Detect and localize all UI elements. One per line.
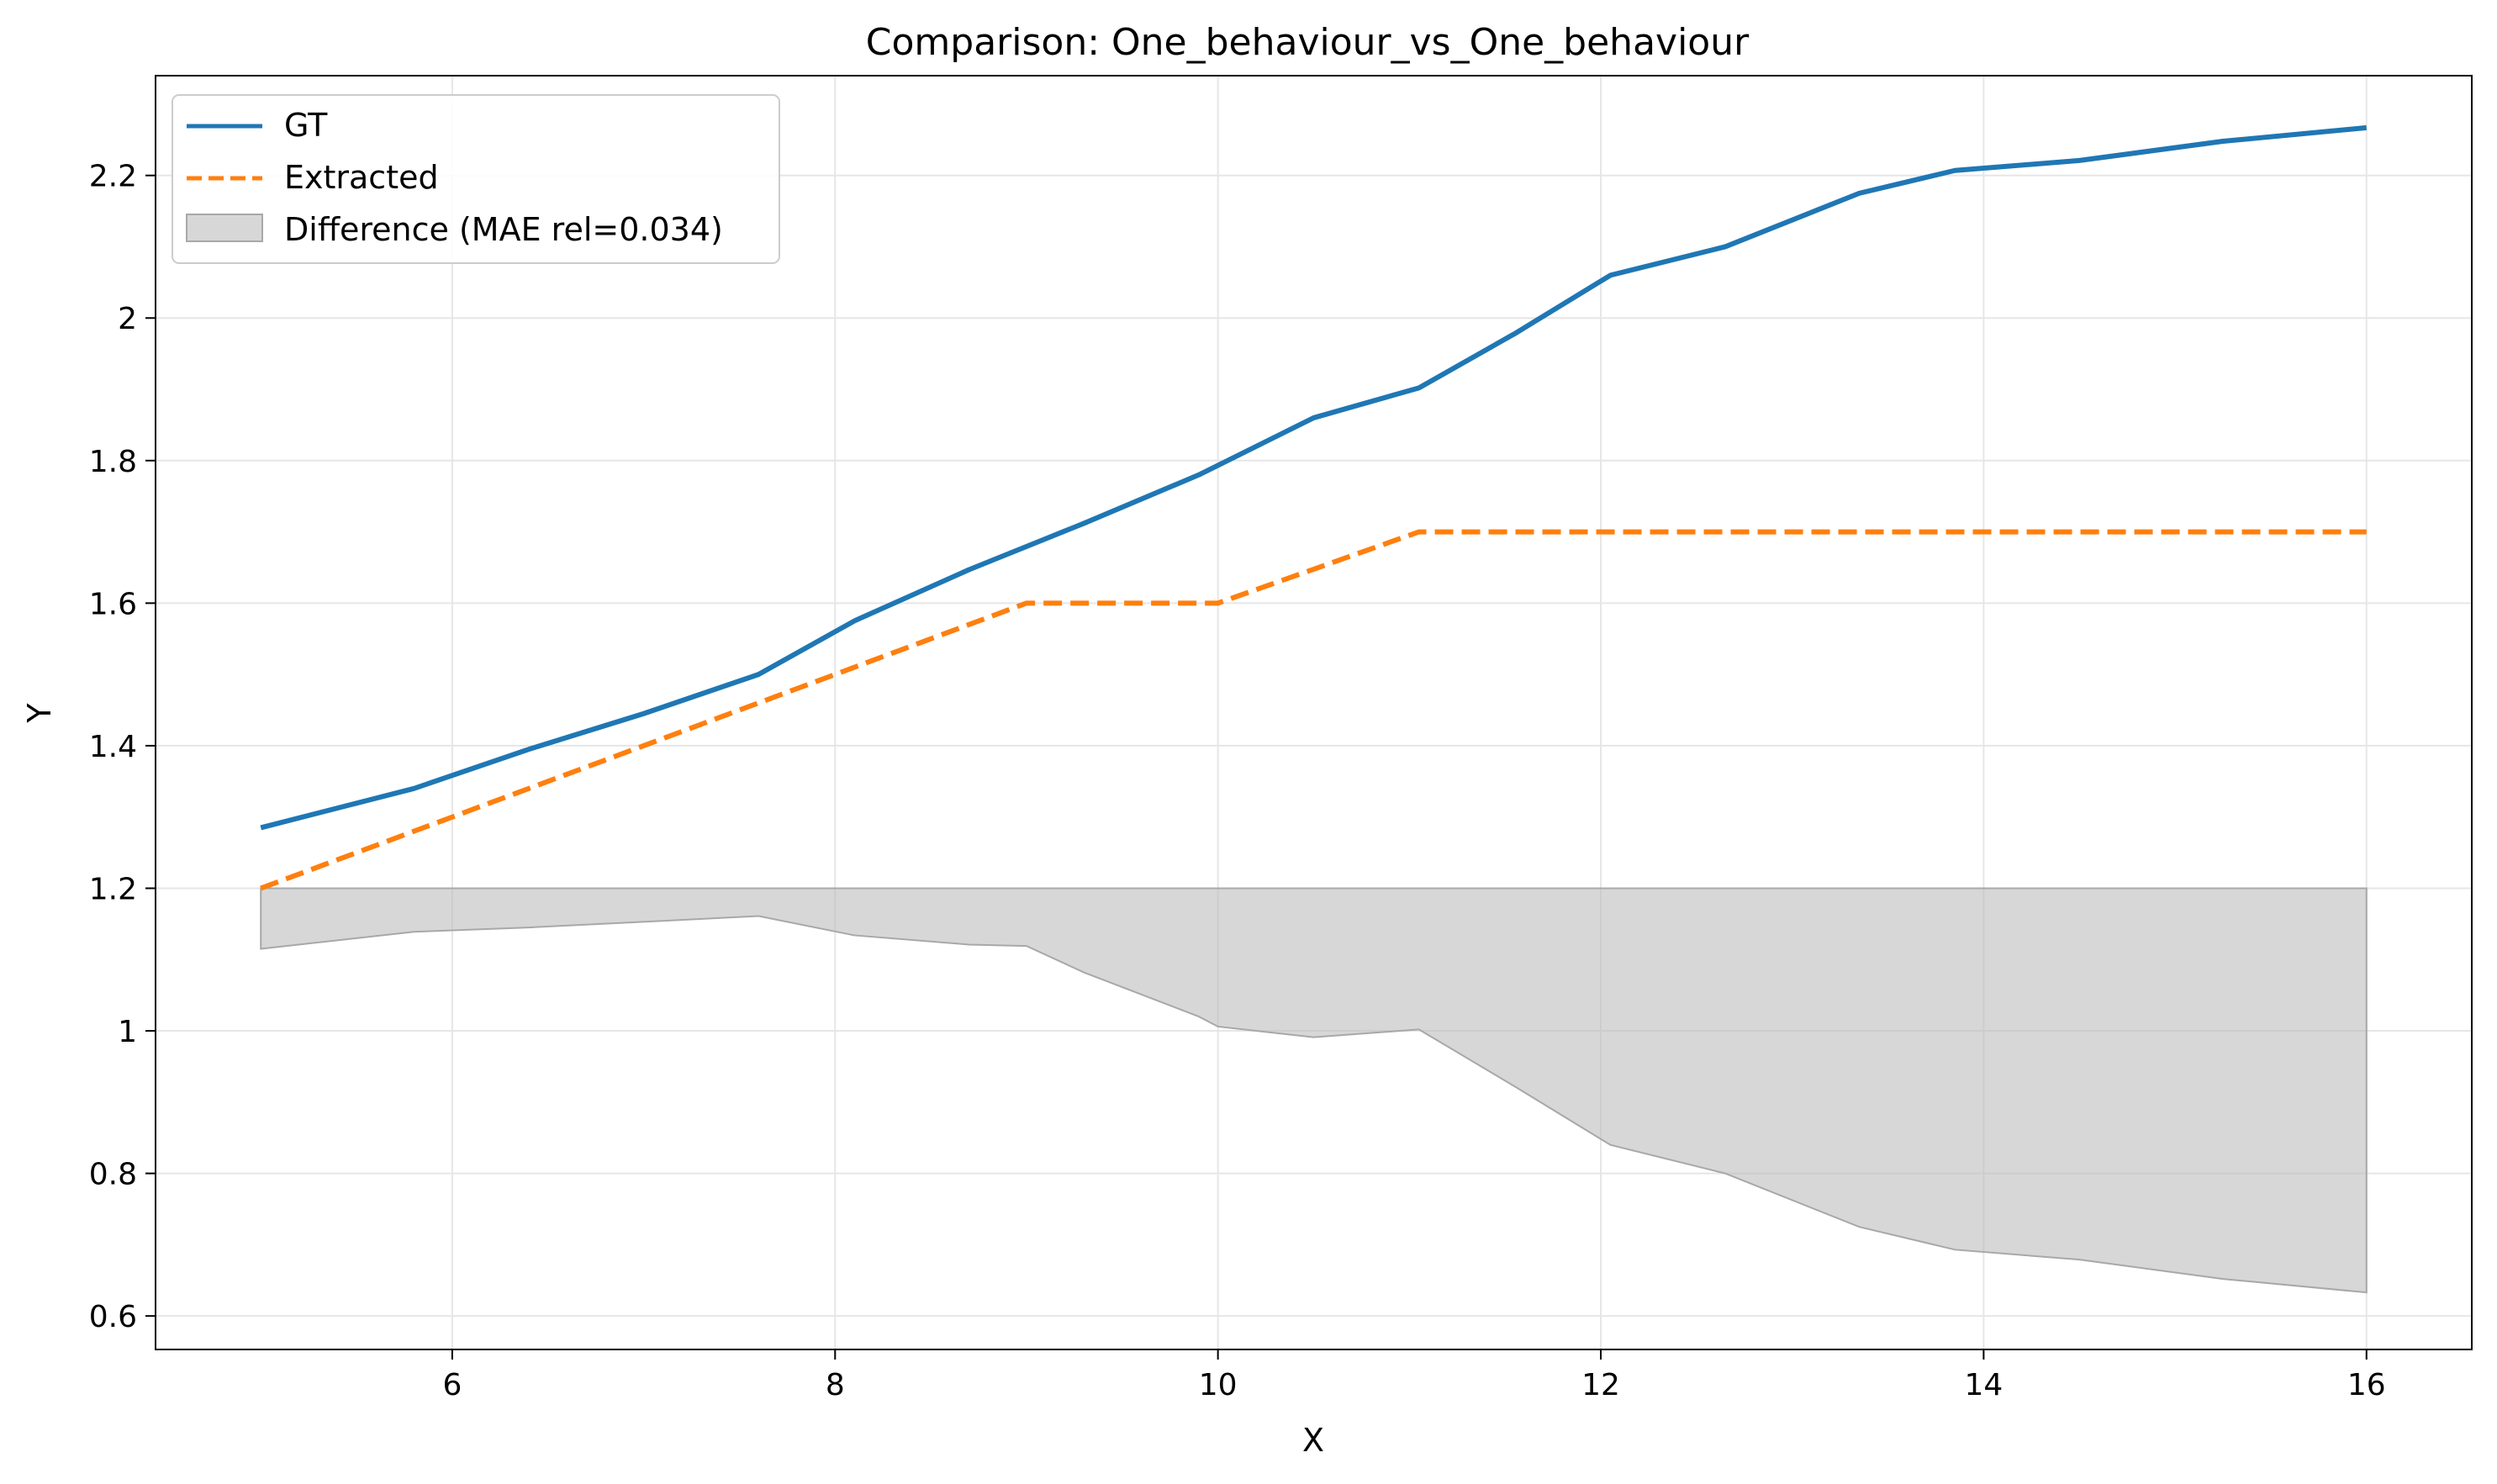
x-axis-ticks: 6 8 10 12 14 16 — [442, 1349, 2386, 1402]
legend: GT Extracted Difference (MAE rel=0.034) — [172, 94, 780, 264]
difference-area — [260, 887, 2368, 1294]
y-tick-label: 1.6 — [89, 587, 137, 621]
legend-label-difference: Difference (MAE rel=0.034) — [284, 211, 723, 248]
y-tick-label: 1.2 — [89, 872, 137, 906]
y-tick-label: 0.6 — [89, 1300, 137, 1334]
legend-label-gt: GT — [284, 107, 328, 144]
y-tick-label: 2 — [118, 302, 137, 336]
x-axis-label: X — [1302, 1422, 1324, 1459]
series-line-extracted — [260, 529, 2367, 891]
y-tick-label: 1 — [118, 1015, 137, 1049]
legend-label-extracted: Extracted — [284, 159, 439, 196]
x-tick-label: 10 — [1199, 1368, 1238, 1402]
chart-title: Comparison: One_behaviour_vs_One_behavio… — [866, 21, 1750, 64]
plot-frame — [155, 75, 2473, 1350]
y-tick-label: 2.2 — [89, 160, 137, 194]
series-layer — [260, 124, 2368, 891]
y-tick-label: 1.4 — [89, 730, 137, 764]
y-axis-label: Y — [21, 703, 58, 724]
x-tick-label: 8 — [826, 1368, 845, 1402]
series-line-gt — [260, 124, 2368, 831]
y-tick-label: 1.8 — [89, 445, 137, 479]
x-tick-label: 6 — [442, 1368, 462, 1402]
x-tick-label: 12 — [1581, 1368, 1620, 1402]
legend-box — [172, 94, 780, 264]
legend-swatch-difference — [186, 214, 263, 242]
difference-layer — [260, 887, 2368, 1294]
x-tick-label: 16 — [2347, 1368, 2386, 1402]
x-tick-label: 14 — [1964, 1368, 2003, 1402]
y-tick-label: 0.8 — [89, 1158, 137, 1192]
y-axis-ticks: 0.6 0.8 1 1.2 1.4 1.6 1.8 2 2.2 — [89, 160, 156, 1334]
